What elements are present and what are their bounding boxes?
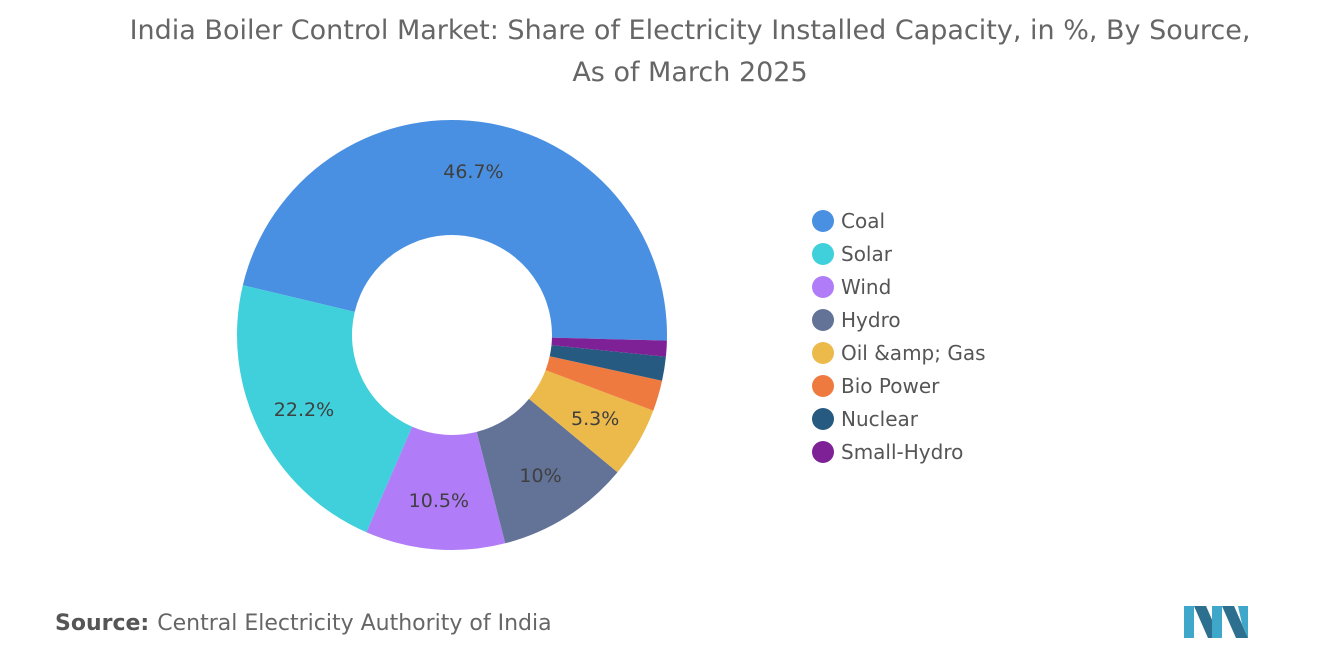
legend-swatch xyxy=(812,407,834,430)
slice-bio-power xyxy=(545,356,663,411)
source-prefix: Source: xyxy=(55,611,150,636)
source-note: Source: Central Electricity Authority of … xyxy=(55,611,552,636)
legend-item: Nuclear xyxy=(812,402,986,435)
data-label-wind: 10.5% xyxy=(409,490,469,512)
slice-oil-amp-gas xyxy=(528,370,654,473)
legend-item: Solar xyxy=(812,237,986,270)
legend-label: Bio Power xyxy=(841,373,940,398)
legend-swatch xyxy=(812,275,834,298)
legend-item: Bio Power xyxy=(812,369,986,402)
legend-label: Small-Hydro xyxy=(841,439,964,464)
legend-item: Wind xyxy=(812,270,986,303)
legend-label: Solar xyxy=(841,241,892,266)
legend-label: Oil &amp; Gas xyxy=(841,340,986,365)
source-text: Central Electricity Authority of India xyxy=(157,611,552,636)
legend-item: Coal xyxy=(812,204,986,237)
legend-item: Small-Hydro xyxy=(812,435,986,468)
chart-legend: Coal Solar Wind Hydro Oil &amp; Gas Bio Power… xyxy=(812,204,986,468)
donut-data-labels: 46.7% 22.2% 10.5% 10% 5.3% xyxy=(274,161,619,512)
data-label-coal: 46.7% xyxy=(443,161,503,183)
legend-swatch xyxy=(812,209,834,232)
legend-swatch xyxy=(812,374,834,397)
slice-hydro xyxy=(476,398,618,544)
slice-small-hydro xyxy=(551,337,667,357)
legend-swatch xyxy=(812,308,834,331)
legend-label: Wind xyxy=(841,274,892,299)
legend-item: Oil &amp; Gas xyxy=(812,336,986,369)
slice-coal xyxy=(242,120,668,341)
data-label-hydro: 10% xyxy=(519,465,561,487)
data-label-solar: 22.2% xyxy=(274,399,334,421)
legend-swatch xyxy=(812,341,834,364)
legend-label: Coal xyxy=(841,208,886,233)
slice-solar xyxy=(237,285,413,533)
legend-swatch xyxy=(812,242,834,265)
chart-title: India Boiler Control Market: Share of El… xyxy=(129,15,1251,88)
donut-slices xyxy=(237,120,668,551)
mordor-intelligence-logo-icon xyxy=(1184,606,1248,638)
legend-label: Nuclear xyxy=(841,406,918,431)
legend-swatch xyxy=(812,440,834,463)
legend-item: Hydro xyxy=(812,303,986,336)
slice-nuclear xyxy=(549,345,666,381)
slice-wind xyxy=(366,426,506,551)
data-label-oil-amp-gas: 5.3% xyxy=(571,408,619,430)
legend-label: Hydro xyxy=(841,307,901,332)
